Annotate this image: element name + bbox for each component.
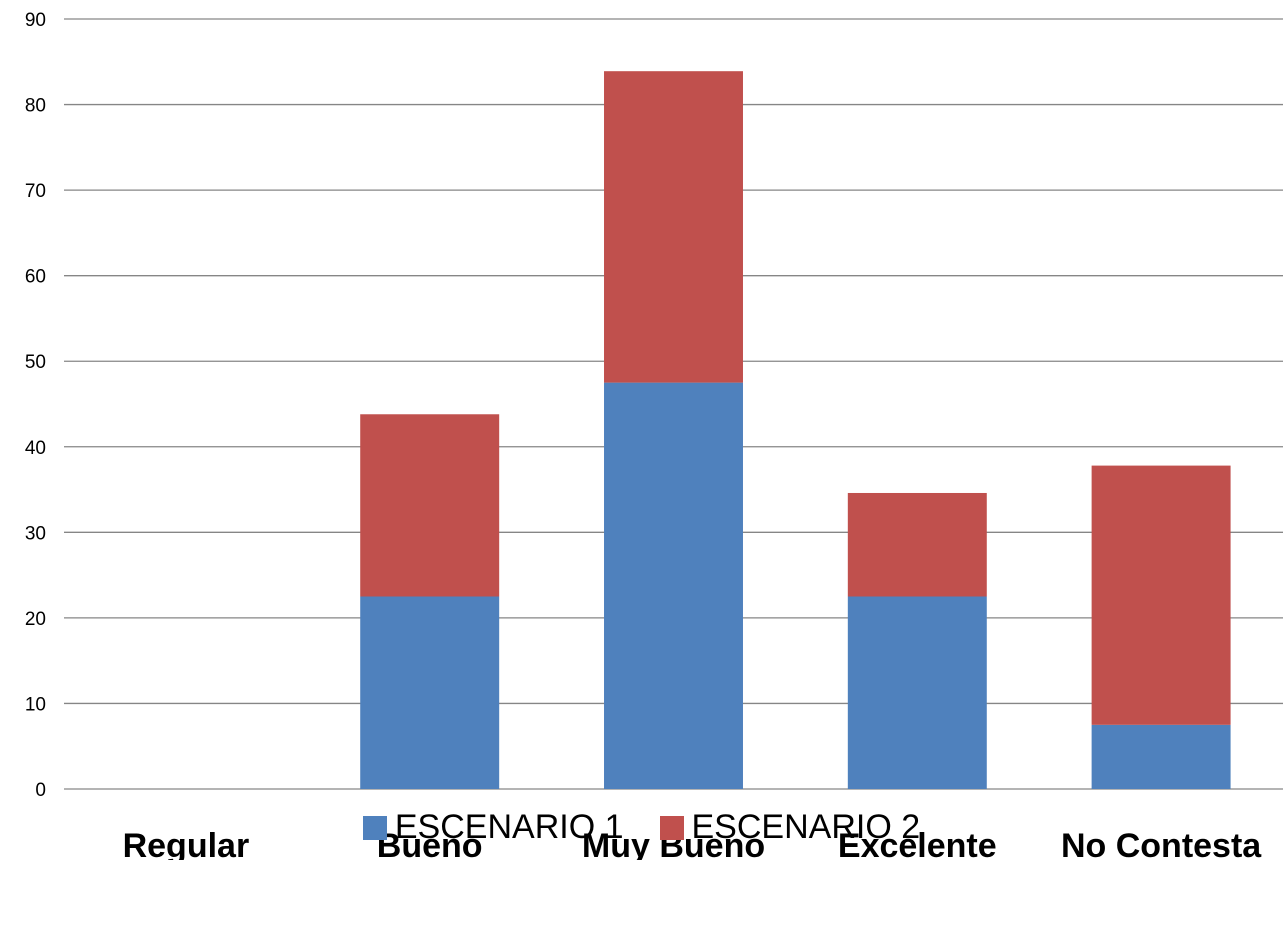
x-axis-labels: Regular Bueno Muy Bueno Excelente No Contest… (123, 827, 1263, 860)
x-tick-label: Bueno (377, 827, 483, 860)
bar-1-bueno (360, 596, 500, 789)
y-tick-label: 0 (35, 780, 46, 801)
bar-1-excelente (847, 596, 987, 789)
legend-label-escenario-1: ESCENARIO 1 (394, 808, 624, 846)
y-tick-label: 80 (25, 96, 46, 117)
y-tick-label: 20 (25, 609, 46, 630)
y-tick-label: 10 (25, 694, 46, 715)
legend: ESCENARIO 1 ESCENARIO 2 (0, 808, 1283, 847)
bars (360, 71, 1231, 789)
y-tick-label: 50 (25, 352, 46, 373)
legend-swatch-escenario-2 (659, 815, 684, 840)
legend-label-escenario-2: ESCENARIO 2 (691, 808, 921, 846)
y-tick-label: 70 (25, 181, 46, 202)
bar-2-excelente (847, 492, 987, 597)
y-tick-label: 60 (25, 267, 46, 288)
y-axis-ticks: 0 10 20 30 40 50 60 70 80 90 (25, 10, 46, 801)
y-tick-label: 90 (25, 10, 46, 31)
y-tick-label: 30 (25, 523, 46, 544)
legend-item-escenario-2: ESCENARIO 2 (659, 808, 921, 847)
bar-2-no-contesta (1091, 465, 1231, 725)
x-tick-label: No Contesta (1061, 827, 1262, 860)
bar-1-no-contesta (1091, 724, 1231, 789)
x-tick-label: Regular (123, 827, 250, 860)
x-tick-label: Excelente (838, 827, 997, 860)
y-tick-label: 40 (25, 438, 46, 459)
bar-1-muy-bueno (604, 382, 743, 789)
bar-2-bueno (360, 414, 500, 597)
legend-swatch-escenario-1 (362, 815, 387, 840)
legend-item-escenario-1: ESCENARIO 1 (362, 808, 624, 847)
bar-2-muy-bueno (604, 71, 743, 383)
